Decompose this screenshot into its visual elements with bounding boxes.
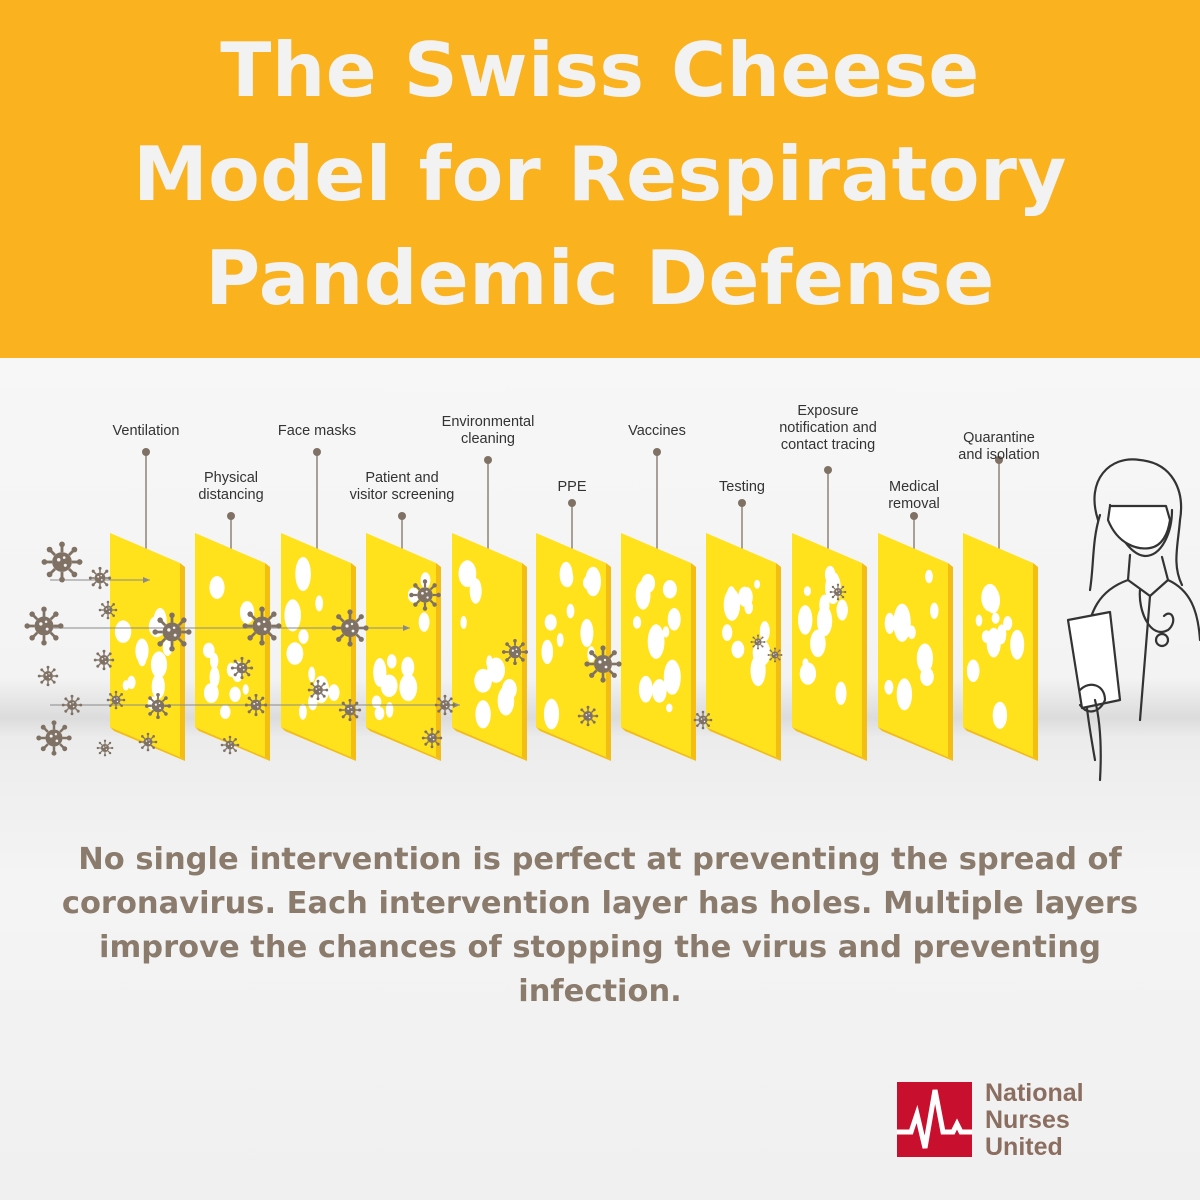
virus-icon [241, 605, 283, 647]
virus-icon [421, 727, 443, 749]
header-banner: The Swiss Cheese Model for Respiratory P… [0, 0, 1200, 358]
layer-label-10: Medical removal [888, 479, 940, 512]
virus-icon [829, 583, 847, 601]
virus-icon [750, 634, 766, 650]
virus-icon [138, 732, 158, 752]
virus-icon [220, 735, 240, 755]
layer-label-7: Vaccines [628, 423, 686, 439]
leader-dot [227, 512, 235, 520]
virus-icon [40, 540, 84, 584]
virus-icon [37, 665, 59, 687]
layer-label-8: Testing [719, 479, 765, 495]
explanation-text: No single intervention is perfect at pre… [61, 842, 1139, 1009]
cheese-slice-9 [792, 533, 867, 761]
layer-label-4: Patient and visitor screening [349, 470, 455, 503]
logo-line-1: National [985, 1079, 1084, 1107]
cheese-slice-5 [452, 533, 527, 761]
leader-dot [398, 512, 406, 520]
nurse-illustration [1066, 458, 1200, 782]
layer-label-5: Environmental cleaning [441, 414, 535, 447]
virus-icon [501, 638, 529, 666]
virus-icon [93, 649, 115, 671]
virus-icon [230, 656, 254, 680]
virus-icon [307, 679, 329, 701]
cheese-slice-2 [195, 533, 270, 761]
leader-dot [568, 499, 576, 507]
layer-label-11: Quarantine and isolation [958, 430, 1040, 463]
leader-dot [653, 448, 661, 456]
virus-icon [583, 644, 623, 684]
virus-particles [23, 540, 847, 757]
layer-label-1: Ventilation [112, 423, 180, 439]
virus-icon [767, 647, 783, 663]
cheese-slice-10 [878, 533, 953, 761]
virus-icon [98, 600, 118, 620]
layer-label-2: Physical distancing [198, 470, 264, 503]
label-leader-lines [142, 448, 1003, 551]
cheese-slice-7 [621, 533, 696, 761]
title-line-3: Pandemic Defense [205, 234, 995, 322]
layer-label-9: Exposure notification and contact tracin… [779, 403, 877, 453]
nnu-heartbeat-logo-icon [897, 1082, 972, 1157]
cheese-slice-6 [536, 533, 611, 761]
logo-line-2: Nurses [985, 1106, 1070, 1134]
leader-dot [484, 456, 492, 464]
cheese-slice-8 [706, 533, 781, 761]
logo-line-3: United [985, 1133, 1063, 1161]
virus-icon [88, 566, 112, 590]
cheese-layers [110, 533, 1038, 761]
virus-icon [35, 719, 73, 757]
virus-icon [577, 705, 599, 727]
virus-icon [408, 578, 442, 612]
virus-icon [693, 710, 713, 730]
virus-icon [338, 698, 362, 722]
leader-dot [995, 456, 1003, 464]
leader-dot [910, 512, 918, 520]
title-line-1: The Swiss Cheese [220, 26, 980, 114]
leader-dot [824, 466, 832, 474]
nnu-logo-text: National Nurses United [985, 1080, 1084, 1161]
virus-icon [61, 694, 83, 716]
layer-label-6: PPE [557, 479, 587, 495]
virus-icon [96, 739, 114, 757]
leader-dot [313, 448, 321, 456]
layer-label-3: Face masks [277, 423, 357, 439]
cheese-slice-3 [281, 533, 356, 761]
leader-dot [142, 448, 150, 456]
virus-icon [330, 608, 370, 648]
virus-icon [106, 690, 126, 710]
virus-icon [244, 693, 268, 717]
virus-icon [151, 611, 193, 653]
page-title: The Swiss Cheese Model for Respiratory P… [0, 18, 1200, 330]
swiss-cheese-diagram [23, 448, 1200, 782]
virus-icon [434, 694, 456, 716]
cheese-slice-11 [963, 533, 1038, 761]
leader-dot [738, 499, 746, 507]
title-line-2: Model for Respiratory [133, 130, 1067, 218]
diagram-background [0, 358, 1200, 1200]
cheese-slice-4 [366, 533, 441, 761]
virus-icon [23, 605, 65, 647]
virus-icon [144, 692, 172, 720]
